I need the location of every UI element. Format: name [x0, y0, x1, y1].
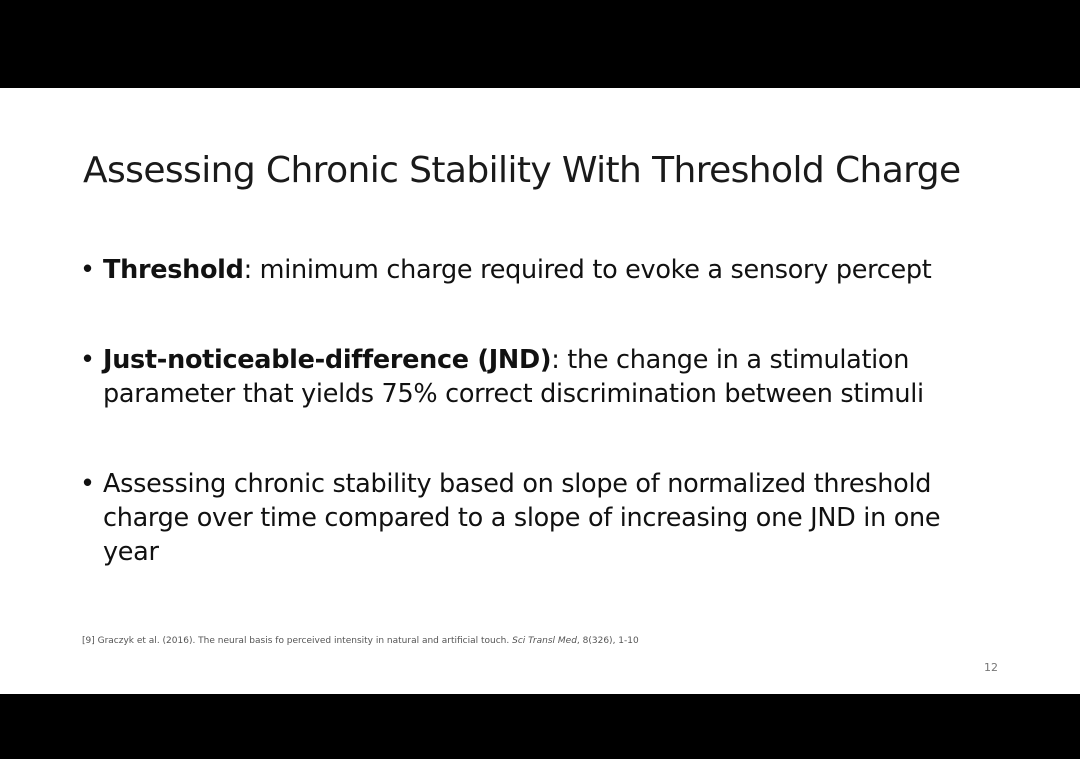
bullet-chronic-stability: • Assessing chronic stability based on s…	[80, 467, 980, 569]
bottom-letterbox-bar	[0, 694, 1080, 759]
top-letterbox-bar	[0, 0, 1080, 88]
citation-footnote: [9] Graczyk et al. (2016). The neural ba…	[82, 636, 639, 646]
bullet-dot: •	[80, 469, 95, 499]
bullet-text: Assessing chronic stability based on slo…	[103, 469, 941, 567]
bullet-term: Threshold	[103, 255, 244, 285]
bullet-jnd: • Just-noticeable-difference (JND): the …	[80, 343, 980, 411]
bullet-dot: •	[80, 255, 95, 285]
bullet-text: : minimum charge required to evoke a sen…	[243, 255, 932, 285]
citation-text: [9] Graczyk et al. (2016). The neural ba…	[82, 636, 513, 646]
bullet-list: • Threshold: minimum charge required to …	[80, 253, 980, 569]
citation-volume: , 8(326), 1-10	[576, 636, 639, 646]
citation-journal: Sci Transl Med	[512, 636, 577, 646]
bullet-term: Just-noticeable-difference (JND)	[103, 345, 552, 375]
bullet-text: : the change in a stimulation parameter …	[103, 345, 924, 409]
slide-number: 12	[984, 661, 998, 674]
presentation-slide: Assessing Chronic Stability With Thresho…	[0, 88, 1080, 694]
bullet-dot: •	[80, 345, 95, 375]
bullet-threshold: • Threshold: minimum charge required to …	[80, 253, 980, 287]
slide-title: Assessing Chronic Stability With Thresho…	[83, 150, 961, 191]
